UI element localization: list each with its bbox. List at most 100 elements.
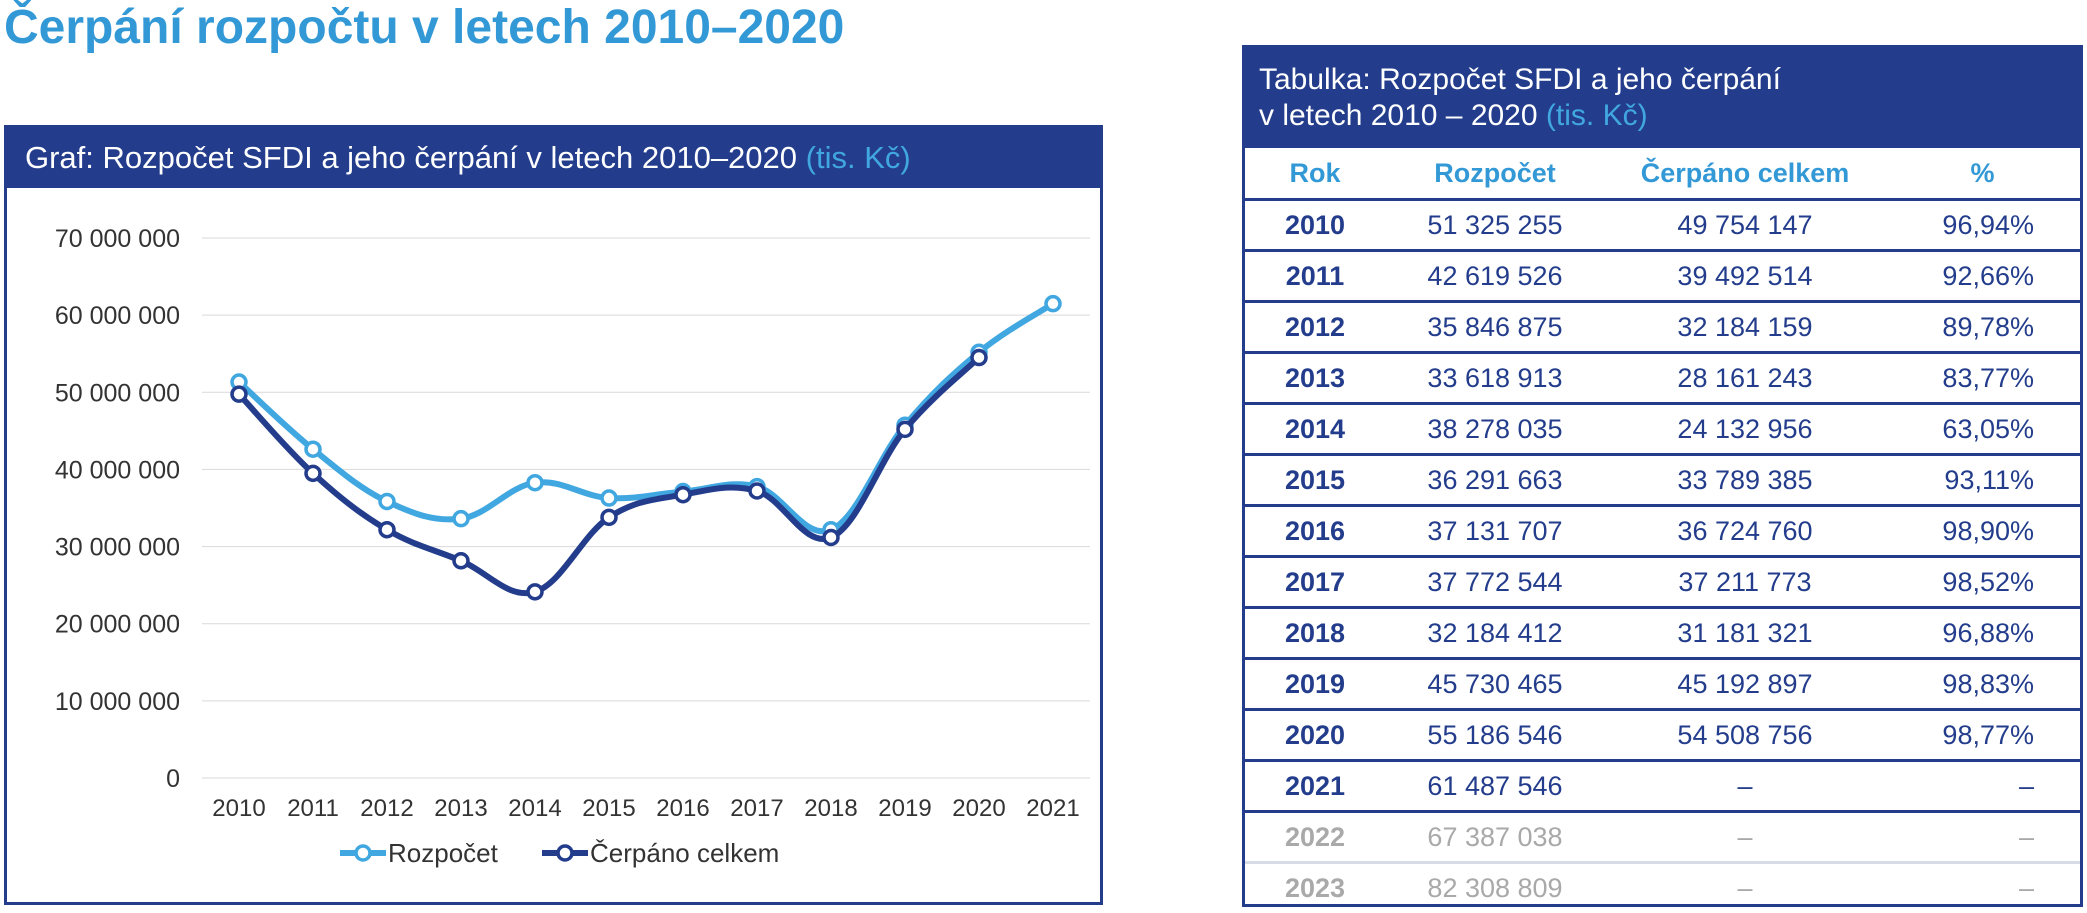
data-point (970, 348, 988, 367)
cell-spent: 37 211 773 (1605, 556, 1885, 609)
cell-percent: 93,11% (1885, 454, 2080, 507)
cell-year: 2020 (1245, 709, 1385, 762)
data-point (378, 520, 396, 539)
y-tick-label: 10 000 000 (55, 688, 180, 716)
cell-budget: 33 618 913 (1385, 352, 1605, 405)
cell-percent: 98,83% (1885, 658, 2080, 711)
cell-year: 2015 (1245, 454, 1385, 507)
column-header-percent: % (1885, 148, 2080, 201)
column-header-budget: Rozpočet (1385, 148, 1605, 201)
cell-percent: – (1885, 811, 2080, 864)
table-row: 2021 61 487 546– – (1245, 760, 2080, 813)
cell-percent: 63,05% (1885, 403, 2080, 456)
x-tick-label: 2012 (360, 795, 413, 822)
series-line-rozpocet (236, 300, 1056, 535)
cell-year: 2014 (1245, 403, 1385, 456)
cell-budget: 32 184 412 (1385, 607, 1605, 660)
data-point (230, 385, 248, 403)
cell-year: 2011 (1245, 250, 1385, 303)
cell-spent: – (1605, 760, 1885, 813)
data-point (822, 528, 840, 547)
chart-panel-header: Graf: Rozpočet SFDI a jeho čerpání v let… (7, 128, 1100, 188)
data-point (748, 482, 766, 500)
legend-label: Čerpáno celkem (590, 838, 779, 868)
data-point (600, 489, 618, 507)
y-tick-label: 20 000 000 (55, 611, 180, 639)
cell-spent: 49 754 147 (1605, 199, 1885, 252)
x-tick-label: 2010 (212, 795, 265, 822)
table-row: 2016 37 131 707 36 724 760 98,90% (1245, 505, 2080, 558)
chart-unit: (tis. Kč) (805, 140, 911, 175)
data-point (526, 473, 544, 492)
y-tick-label: 60 000 000 (55, 302, 180, 330)
x-tick-label: 2013 (434, 795, 487, 822)
page-title: Čerpání rozpočtu v letech 2010–2020 (4, 1, 845, 54)
x-tick-label: 2018 (804, 795, 857, 822)
cell-budget: 55 186 546 (1385, 709, 1605, 762)
table-row: 2018 32 184 412 31 181 321 96,88% (1245, 607, 2080, 660)
cell-percent: 98,77% (1885, 709, 2080, 762)
y-tick-label: 0 (166, 765, 180, 793)
table-row: 2010 51 325 255 49 754 147 96,94% (1245, 199, 2080, 252)
y-tick-label: 70 000 000 (55, 225, 180, 253)
x-tick-label: 2020 (952, 795, 1005, 822)
budget-table: Rok Rozpočet Čerpáno celkem % 2010 51 325… (1245, 148, 2080, 905)
table-body: 2010 51 325 255 49 754 147 96,94% 2011 42 619… (1245, 199, 2080, 905)
data-point (600, 508, 618, 527)
data-point (304, 464, 322, 483)
line-chart: 0 10 000 000 20 000 000 30 000 000 40 000 00… (55, 225, 1090, 868)
cell-budget: 45 730 465 (1385, 658, 1605, 711)
column-header-spent: Čerpáno celkem (1605, 148, 1885, 201)
cell-percent: – (2018, 872, 2034, 903)
cell-budget: 67 387 038 (1385, 811, 1605, 864)
cell-year: 2018 (1245, 607, 1385, 660)
x-tick-label: 2015 (582, 795, 635, 822)
cell-year: 2022 (1245, 811, 1385, 864)
data-point (674, 485, 692, 504)
table-row: 2019 45 730 465 45 192 897 98,83% (1245, 658, 2080, 711)
cell-percent: 92,66% (1885, 250, 2080, 303)
cell-spent: 45 192 897 (1605, 658, 1885, 711)
cell-spent: 24 132 956 (1605, 403, 1885, 456)
chart-panel: Graf: Rozpočet SFDI a jeho čerpání v let… (4, 125, 1103, 905)
cell-budget: 42 619 526 (1385, 250, 1605, 303)
table-row: 2011 42 619 526 39 492 514 92,66% (1245, 250, 2080, 303)
cell-spent: 31 181 321 (1605, 607, 1885, 660)
chart-title: Graf: Rozpočet SFDI a jeho čerpání v let… (25, 140, 798, 175)
table-unit: (tis. Kč) (1545, 99, 1648, 132)
cell-spent: – (1737, 872, 1753, 903)
cell-year: 2013 (1245, 352, 1385, 405)
table-title-line1: Tabulka: Rozpočet SFDI a jeho čerpání (1259, 63, 1781, 96)
cell-percent: 96,88% (1885, 607, 2080, 660)
cell-budget: 37 131 707 (1385, 505, 1605, 558)
data-point (896, 420, 914, 439)
cell-budget: 51 325 255 (1385, 199, 1605, 252)
table-row: 2017 37 772 544 37 211 773 98,52% (1245, 556, 2080, 609)
cell-spent: 54 508 756 (1605, 709, 1885, 762)
table-panel: Tabulka: Rozpočet SFDI a jeho čerpání v … (1242, 45, 2083, 907)
cell-year: 2017 (1245, 556, 1385, 609)
y-tick-label: 40 000 000 (55, 456, 180, 484)
cell-percent: 96,94% (1885, 199, 2080, 252)
cell-spent: 28 161 243 (1605, 352, 1885, 405)
cell-spent: 32 184 159 (1605, 301, 1885, 354)
cell-budget: 82 308 809 (1427, 872, 1563, 903)
x-tick-label: 2019 (878, 795, 931, 822)
table-row: 2012 35 846 875 32 184 159 89,78% (1245, 301, 2080, 354)
table-row: 2023 82 308 809 – – (1245, 863, 2080, 905)
cell-spent: 39 492 514 (1605, 250, 1885, 303)
table-title-line2: v letech 2010 – 2020 (1259, 99, 1538, 132)
cell-percent: 98,52% (1885, 556, 2080, 609)
table-panel-header: Tabulka: Rozpočet SFDI a jeho čerpání v … (1245, 48, 2080, 148)
x-tick-label: 2011 (287, 795, 339, 822)
legend-marker (556, 844, 574, 862)
cell-year: 2023 (1284, 872, 1346, 903)
data-point (452, 509, 470, 528)
cell-percent: – (1885, 760, 2080, 813)
x-tick-label: 2014 (508, 795, 561, 822)
cell-year: 2012 (1245, 301, 1385, 354)
cell-budget: 38 278 035 (1385, 403, 1605, 456)
x-tick-label: 2021 (1026, 795, 1079, 822)
column-header-year: Rok (1245, 148, 1385, 201)
x-tick-label: 2017 (730, 795, 783, 822)
